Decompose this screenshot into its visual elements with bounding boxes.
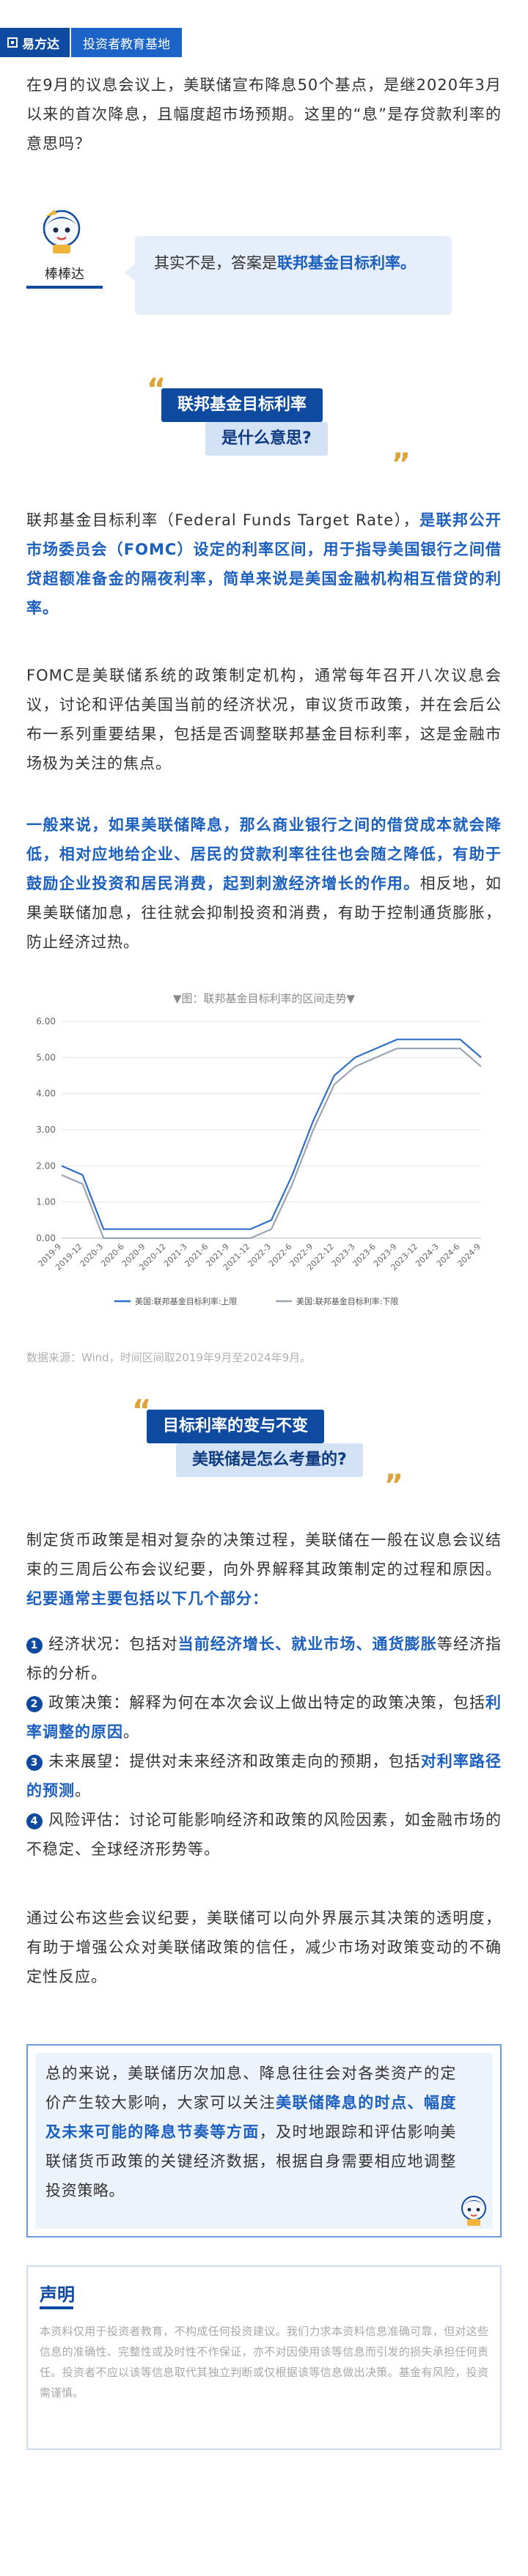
paragraph-effect: 一般来说，如果美联储降息，那么商业银行之间的借贷成本就会降低，相对应地给企业、居… (26, 810, 502, 957)
series-line-2 (61, 1047, 482, 1240)
legend-label-1: 美国:联邦基金目标利率:上限 (135, 1296, 237, 1306)
minutes-highlight: 纪要通常主要包括以下几个部分： (26, 1590, 268, 1607)
item-text: 经济状况：包括对 (48, 1635, 178, 1653)
item-text: 风险评估：讨论可能影响经济和政策的风险因素，如金融市场的不稳定、全球经济形势等。 (26, 1811, 502, 1858)
item-highlight: 利率调整的原因 (26, 1694, 502, 1741)
definition-highlight: 是联邦公开市场委员会（FOMC）设定的利率区间，用于指导美国银行之间借贷超额准备… (26, 511, 502, 617)
section-header-2: “ 目标利率的变与不变 美联储是怎么考量的? ” (132, 1396, 403, 1506)
item-text: 未来展望：提供对未来经济和政策走向的预期，包括 (48, 1753, 421, 1770)
brand-tag: 投资者教育基地 (70, 28, 182, 57)
brand-logo: 易方达 (0, 28, 70, 57)
legend-label-2: 美国:联邦基金目标利率:下限 (296, 1296, 398, 1306)
mascot-small-icon (461, 2196, 486, 2226)
section-title-line2: 是什么意思? (205, 422, 328, 456)
effect-highlight: 一般来说，如果美联储降息，那么商业银行之间的借贷成本就会降低，相对应地给企业、居… (26, 816, 502, 892)
y-tick-label: 2.00 (36, 1161, 56, 1171)
summary-inner (35, 2053, 493, 2229)
answer-bubble: 其实不是，答案是联邦基金目标利率。 (125, 236, 452, 315)
rate-chart: ▼图：联邦基金目标利率的区间走势▼ 0.00 1.00 2.00 3.00 4.00 5.… (26, 991, 502, 1335)
list-number-3: 3 (26, 1755, 43, 1771)
section-title-line1: 联邦基金目标利率 (161, 388, 323, 422)
chart-canvas: 0.001.002.003.004.005.006.002019-92019-1… (36, 1016, 483, 1306)
list-item: 3 未来展望：提供对未来经济和政策走向的预期，包括对利率路径的预测。 (26, 1747, 502, 1805)
disclaimer-box: 声明 本资料仅用于投资者教育，不构成任何投资建议。我们力求本资料信息准确可靠，但… (26, 2265, 502, 2450)
paragraph-fomc: FOMC是美联储系统的政策制定机构，通常每年召开八次议息会议，讨论和评估美国当前… (26, 667, 502, 772)
mascot-name: 棒棒达 (45, 267, 84, 282)
minutes-text: 制定货币政策是相对复杂的决策过程，美联储在一般在议息会议结束的三周后公布会议纪要… (26, 1531, 502, 1578)
series-line-1 (61, 1038, 482, 1230)
mascot-character: 棒棒达 (26, 207, 103, 302)
y-tick-label: 3.00 (36, 1125, 56, 1135)
list-item: 1 经济状况：包括对当前经济增长、就业市场、通货膨胀等经济指标的分析。 (26, 1629, 502, 1688)
disclaimer-title: 声明 (40, 2284, 75, 2305)
item-highlight: 当前经济增长、就业市场、通货膨胀 (177, 1635, 437, 1653)
item-text-end: 。 (123, 1723, 139, 1741)
quote-close-icon: ” (384, 1469, 403, 1503)
disclaimer-text: 本资料仅用于投资者教育，不构成任何投资建议。我们力求本资料信息准确可靠，但对这些… (40, 2325, 488, 2399)
y-tick-label: 5.00 (36, 1052, 56, 1062)
disclaimer-underline (40, 2306, 73, 2309)
item-text: 政策决策：解释为何在本次会议上做出特定的政策决策，包括 (48, 1694, 485, 1711)
paragraph-minutes: 制定货币政策是相对复杂的决策过程，美联储在一般在议息会议结束的三周后公布会议纪要… (26, 1525, 502, 1613)
brand-badge: 易方达 投资者教育基地 (0, 28, 182, 57)
quote-close-icon: ” (391, 448, 411, 481)
answer-end: 。 (400, 254, 416, 272)
list-number-4: 4 (26, 1813, 43, 1829)
intro-question: 在9月的议息会议上，美联储宣布降息50个基点，是继2020年3月以来的首次降息，… (26, 76, 502, 152)
answer-text: 其实不是，答案是 (154, 254, 277, 272)
y-tick-label: 6.00 (36, 1016, 56, 1026)
item-text-end: 等经济指标的分析。 (26, 1635, 502, 1682)
list-number-1: 1 (26, 1637, 43, 1654)
item-text-end: 。 (75, 1782, 91, 1799)
summary-plain-end: ，及时地跟踪和评估影响美联储货币政策的关键经济数据，根据自身需要相应地调整投资策… (45, 2123, 456, 2199)
summary-plain: 总的来说，美联储历次加息、降息往往会对各类资产的定价产生较大影响，大家可以关注 (45, 2065, 456, 2111)
summary-box: 总的来说，美联储历次加息、降息往往会对各类资产的定价产生较大影响，大家可以关注美… (26, 2044, 502, 2238)
section-header-1: “ 联邦基金目标利率 是什么意思? ” (147, 375, 411, 485)
list-item: 4 风险评估：讨论可能影响经济和政策的风险因素，如金融市场的不稳定、全球经济形势等… (26, 1805, 502, 1864)
y-tick-label: 4.00 (36, 1089, 56, 1099)
answer-highlight: 联邦基金目标利率 (277, 254, 400, 272)
paragraph-transparency: 通过公布这些会议纪要，美联储可以向外界展示其决策的透明度，有助于增强公众对美联储… (26, 1909, 502, 1985)
summary-text: 总的来说，美联储历次加息、降息往往会对各类资产的定价产生较大影响，大家可以关注美… (45, 2059, 456, 2205)
logo-icon (7, 37, 18, 48)
mascot-icon (43, 210, 81, 253)
x-tick-label: 2024-9 (455, 1242, 483, 1269)
list-item: 2 政策决策：解释为何在本次会议上做出特定的政策决策，包括利率调整的原因。 (26, 1688, 502, 1747)
y-tick-label: 0.00 (36, 1233, 56, 1243)
section-title-line2: 美联储是怎么考量的? (176, 1443, 363, 1477)
chart-source: 数据来源：Wind，时间区间取2019年9月至2024年9月。 (26, 1351, 312, 1364)
summary-highlight: 美联储降息的时点、幅度及未来可能的降息节奏等方面 (45, 2094, 456, 2141)
brand-name: 易方达 (22, 37, 59, 52)
item-highlight: 对利率路径的预测 (26, 1753, 502, 1799)
effect-text: 相反地，如果美联储加息，往往就会抑制投资和消费，有助于控制通货膨胀，防止经济过热… (26, 875, 502, 951)
list-number-2: 2 (26, 1696, 43, 1712)
definition-text: 联邦基金目标利率（Federal Funds Target Rate）， (26, 511, 420, 529)
paragraph-definition: 联邦基金目标利率（Federal Funds Target Rate），是联邦公… (26, 506, 502, 623)
mascot-underline (26, 286, 103, 289)
y-tick-label: 1.00 (36, 1197, 56, 1207)
chart-title: ▼图：联邦基金目标利率的区间走势▼ (172, 992, 356, 1005)
section-title-line1: 目标利率的变与不变 (147, 1410, 325, 1443)
